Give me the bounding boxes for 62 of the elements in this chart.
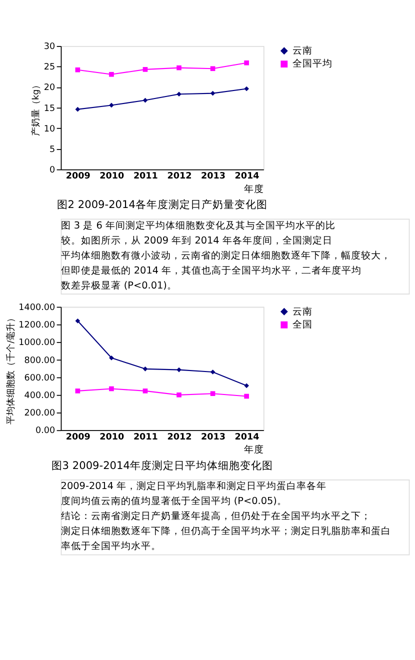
x-tick-label: 2011 [133, 172, 158, 182]
y-tick-label: 0.00 [35, 426, 56, 436]
y-tick-label: 800.00 [24, 356, 56, 366]
y-tick-label: 25 [44, 62, 56, 73]
x-tick-label: 2009 [66, 432, 90, 442]
point [244, 60, 249, 66]
point [75, 318, 80, 324]
point [176, 65, 182, 70]
x-tick-label: 2009 [66, 172, 90, 182]
x-tick-label: 2012 [167, 432, 192, 442]
y-tick-label: 1000.00 [18, 338, 56, 348]
caption: 图 3 是 6 年间测定平均体细胞数变化及其与全国平均水平的比较。如图所示，从 2009 年到 2014 年各年度间，全国测定日平均体细胞数有微小波动，云南省的测定日体细胞数逐年下降，幅度较大，但即使是最低的 2014 年，其值也高于全国平均水平，二者年度平均数差异极显著 (P<0.01)。 [60, 219, 391, 292]
point [176, 367, 182, 372]
legend-label: 云南 [292, 44, 313, 56]
y-axis-title: 平均体细胞数（千个/毫升） [5, 313, 16, 424]
point [75, 388, 80, 394]
y-tick-label: 5 [49, 144, 56, 155]
x-axis-title: 年度 [244, 182, 264, 195]
point [244, 86, 249, 92]
y-tick-label: 200.00 [24, 408, 56, 419]
x-tick-label: 2013 [200, 432, 226, 442]
y-tick-label: 10 [44, 124, 56, 134]
point [244, 394, 249, 399]
point [176, 92, 182, 97]
y-tick-label: 400.00 [24, 391, 56, 402]
x-tick-label: 2014 [234, 172, 260, 182]
point [109, 72, 114, 77]
x-tick-label: 2014 [234, 432, 260, 442]
point [109, 386, 114, 392]
legend-label: 全国 [292, 318, 313, 331]
point [109, 102, 114, 108]
x-tick-label: 2013 [200, 172, 226, 182]
y-tick-label: 0 [49, 165, 56, 176]
y-tick-label: 20 [44, 83, 56, 94]
text: 图3 2009-2014年度测定日平均体细胞变化图 [51, 458, 273, 472]
y-tick-label: 15 [44, 104, 56, 114]
point [244, 383, 249, 388]
point [75, 67, 80, 72]
text: 图2 2009-2014各年度测定日产奶量变化图 [56, 198, 268, 212]
x-tick-label: 2011 [133, 432, 158, 442]
x-axis-title: 年度 [244, 444, 264, 456]
y-tick-label: 600.00 [24, 373, 56, 384]
y-tick-label: 1400.00 [18, 302, 56, 313]
point [210, 391, 216, 396]
x-tick-label: 2010 [100, 172, 124, 182]
point [142, 366, 148, 372]
y-tick-label: 1200.00 [18, 320, 56, 331]
y-tick-label: 30 [44, 42, 56, 52]
legend-label: 云南 [292, 305, 313, 318]
x-tick-label: 2012 [167, 172, 192, 182]
point [210, 66, 216, 72]
legend-label: 全国平均 [292, 58, 333, 70]
point [75, 106, 80, 112]
point [142, 388, 148, 394]
point [109, 356, 114, 360]
point [142, 67, 148, 72]
x-tick-label: 2010 [100, 432, 124, 442]
y-axis-title: 产奶量（kg） [30, 80, 42, 136]
text: 结论：云南省测定日产奶量逐年提高，但仍处于在全国平均水平之下；测定日体细胞数逐年下降，但仍高于全国平均水平；测定日乳脂肪率和蛋白率低于全国平均水平。 [60, 510, 391, 552]
text: 2009-2014 年，测定日平均乳脂率和测定日平均蛋白率各年度间均值云南的值均显著低于全国平均 (P<0.05)。 [60, 480, 327, 508]
point [176, 392, 182, 398]
point [210, 370, 216, 374]
